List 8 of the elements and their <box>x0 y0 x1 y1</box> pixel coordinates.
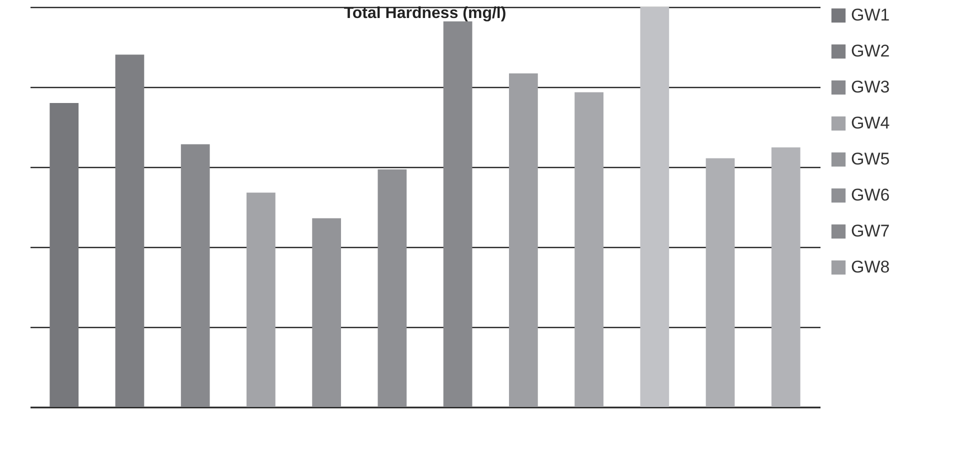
legend-label: GW7 <box>851 222 890 240</box>
legend-label: GW2 <box>851 42 890 60</box>
legend-label: GW6 <box>851 186 890 204</box>
legend-label: GW3 <box>851 78 890 96</box>
legend-label: GW1 <box>851 6 890 24</box>
legend-label: GW8 <box>851 258 890 276</box>
legend-label: GW4 <box>851 114 890 132</box>
legend-label: GW5 <box>851 150 890 168</box>
